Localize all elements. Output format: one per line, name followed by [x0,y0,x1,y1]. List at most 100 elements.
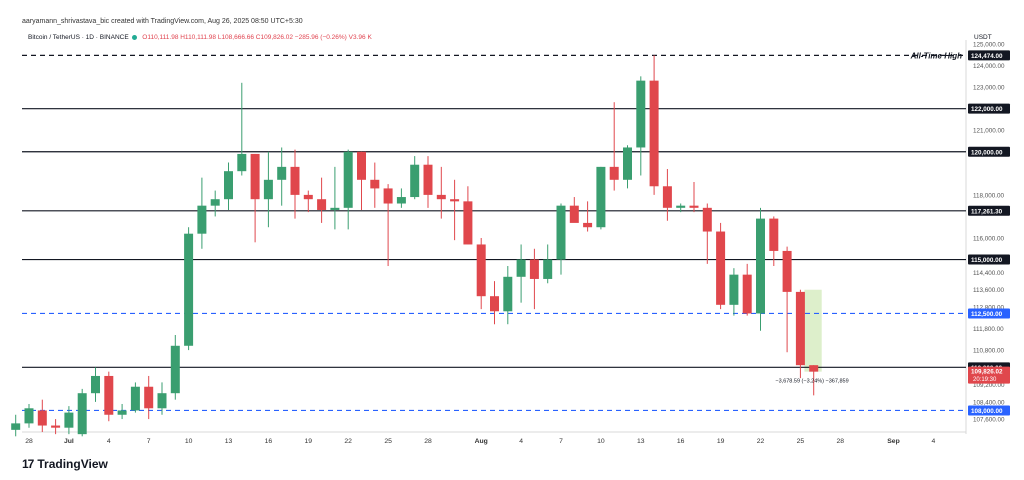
candle-body[interactable] [51,425,61,428]
candle-body[interactable] [436,194,446,200]
candle-body[interactable] [583,222,593,228]
candle-body[interactable] [130,386,140,411]
x-tick-label: 25 [797,438,805,445]
level-price-label: 117,261.30 [971,208,1003,215]
candle-body[interactable] [317,199,327,210]
current-price-label-bg [968,366,1010,384]
candle-body[interactable] [357,151,366,180]
candle-body[interactable] [104,375,114,415]
candle-body[interactable] [64,412,74,428]
tradingview-logo-text: TradingView [37,457,108,471]
candle-body[interactable] [809,365,819,372]
candle-body[interactable] [742,274,752,314]
level-price-label-bg [968,103,1010,114]
candle-body[interactable] [649,80,659,187]
candle-body[interactable] [503,276,513,312]
candle-body[interactable] [769,218,779,251]
candle-body[interactable] [383,188,393,204]
candle-body[interactable] [77,393,87,435]
x-tick-label: 10 [185,438,193,445]
y-tick-label: 110,800.00 [973,348,1005,355]
candle-body[interactable] [24,408,34,424]
x-tick-label: 16 [677,438,685,445]
candle-body[interactable] [782,250,792,292]
candle-body[interactable] [343,151,353,208]
candle-body[interactable] [490,296,499,312]
tradingview-logo[interactable]: 17 TradingView [22,457,108,471]
candle-body[interactable] [729,274,739,305]
x-tick-label: 7 [559,438,563,445]
level-price-label: 115,000.00 [971,257,1003,264]
x-tick-label: 19 [305,438,313,445]
ath-annotation: All-Time High [910,51,963,60]
candle-body[interactable] [237,153,247,172]
candle-body[interactable] [170,345,180,394]
y-tick-label: 107,600.00 [973,417,1005,424]
current-price-label: 109,826.02 [971,369,1003,376]
candle-body[interactable] [543,259,553,279]
level-price-label-bg [968,308,1010,319]
candle-body[interactable] [795,291,805,366]
currency-unit-label[interactable]: USDT [974,34,992,41]
candle-body[interactable] [623,147,632,180]
x-tick-label: Aug [475,438,488,445]
ohlc-readout: O110,111.98 H110,111.98 L108,666.66 C109… [142,34,372,41]
x-tick-label: Jul [64,438,74,445]
level-price-label: 108,000.00 [971,408,1003,415]
candle-body[interactable] [91,375,100,394]
candle-body[interactable] [569,205,579,223]
candle-body[interactable] [277,166,287,180]
candle-body[interactable] [463,201,473,245]
level-price-label-bg [968,50,1010,61]
x-tick-label: 22 [757,438,765,445]
candle-body[interactable] [370,179,380,189]
candle-body[interactable] [210,199,220,206]
candle-body[interactable] [303,194,313,200]
y-tick-label: 123,000.00 [973,85,1005,92]
candle-body[interactable] [37,410,47,426]
candle-body[interactable] [596,166,606,228]
level-price-label-bg [968,254,1010,265]
level-price-label: 124,474.00 [971,53,1003,60]
candle-body[interactable] [396,197,406,204]
candle-body[interactable] [157,393,167,409]
candle-body[interactable] [250,153,260,200]
x-tick-label: 28 [424,438,432,445]
candle-body[interactable] [290,166,300,195]
candle-body[interactable] [197,205,207,234]
candle-body[interactable] [756,218,765,314]
candle-body[interactable] [516,259,526,277]
x-tick-label: 4 [519,438,523,445]
candle-body[interactable] [676,205,686,208]
candle-body[interactable] [410,164,420,198]
candle-body[interactable] [702,207,712,232]
candle-body[interactable] [689,205,699,208]
candle-body[interactable] [117,410,127,415]
y-tick-label: 124,000.00 [973,63,1005,70]
measure-range-box [804,289,822,372]
candle-body[interactable] [636,80,646,148]
candle-body[interactable] [716,231,726,305]
x-tick-label: 7 [147,438,151,445]
x-tick-label: 28 [25,438,33,445]
candle-body[interactable] [556,205,566,260]
level-price-label-bg [968,405,1010,416]
y-tick-label: 113,600.00 [973,287,1005,294]
bar-countdown-label: 20:19:30 [973,377,997,383]
candle-body[interactable] [476,244,486,297]
candle-body[interactable] [330,207,340,210]
candle-body[interactable] [263,179,273,200]
candle-body[interactable] [662,186,672,208]
candle-body[interactable] [423,164,433,195]
x-tick-label: Sep [887,438,899,445]
x-tick-label: 4 [107,438,111,445]
candle-body[interactable] [224,171,233,200]
candle-body[interactable] [529,259,539,279]
candle-body[interactable] [11,423,21,430]
candle-body[interactable] [184,233,194,346]
candle-body[interactable] [450,199,460,202]
candle-body[interactable] [144,386,154,409]
candle-body[interactable] [609,166,619,180]
